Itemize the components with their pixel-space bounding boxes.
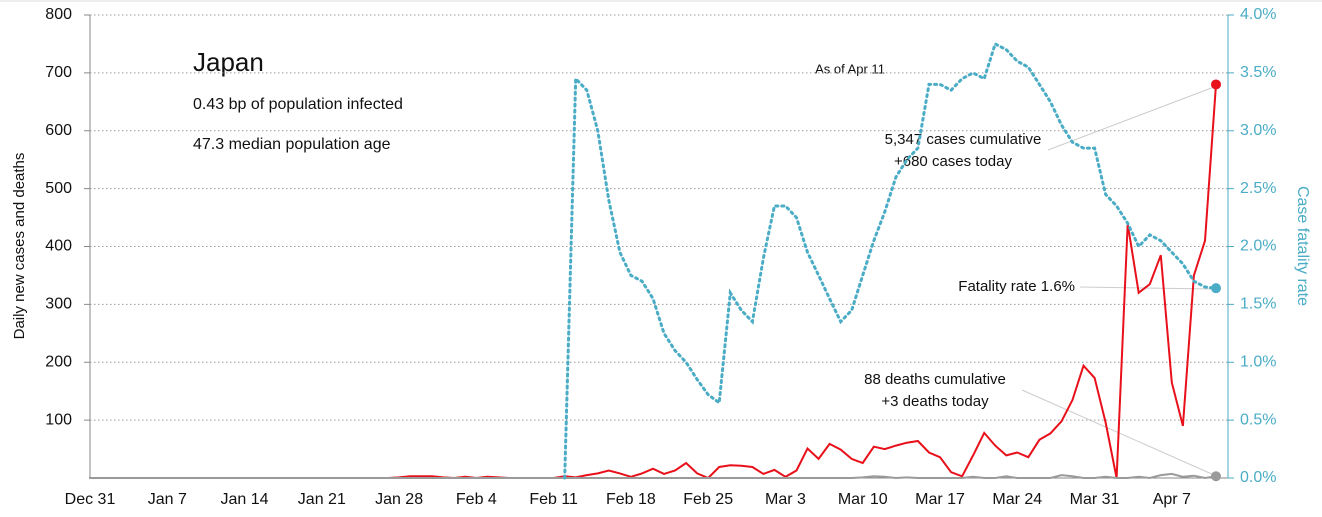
y-axis-label: Daily new cases and deaths	[11, 153, 28, 340]
x-tick-label: Mar 17	[915, 491, 965, 508]
x-tick-label: Jan 14	[221, 491, 269, 508]
x-tick-label: Feb 11	[529, 491, 578, 508]
annotation: 47.3 median population age	[193, 136, 391, 153]
y-tick-label: 400	[45, 238, 72, 255]
annotation: 5,347 cases cumulative	[885, 131, 1042, 148]
y2-tick-label: 2.5%	[1240, 180, 1276, 197]
end-point	[1211, 471, 1221, 482]
y2-tick-label: 1.5%	[1240, 296, 1276, 313]
x-tick-label: Dec 31	[65, 491, 116, 508]
series-line	[563, 41, 1218, 480]
annotation: +3 deaths today	[881, 393, 989, 410]
x-tick-label: Feb 25	[683, 491, 733, 508]
x-tick-label: Feb 18	[606, 491, 656, 508]
annotation: Fatality rate 1.6%	[958, 278, 1075, 295]
y2-tick-label: 3.0%	[1240, 122, 1276, 139]
y2-tick-label: 0.5%	[1240, 411, 1276, 428]
x-tick-label: Mar 24	[992, 491, 1042, 508]
x-tick-label: Jan 21	[298, 491, 346, 508]
end-point	[1211, 79, 1221, 90]
y2-tick-label: 1.0%	[1240, 353, 1276, 370]
y-tick-label: 800	[45, 6, 72, 23]
y2-tick-label: 4.0%	[1240, 6, 1276, 23]
x-tick-label: Apr 7	[1153, 491, 1191, 508]
y-tick-label: 100	[45, 411, 72, 428]
leader-line	[1047, 86, 1215, 151]
leader-line	[1079, 286, 1215, 290]
y-tick-label: 700	[45, 64, 72, 81]
annotation: +680 cases today	[894, 153, 1013, 170]
y2-tick-label: 0.0%	[1240, 469, 1276, 486]
x-tick-label: Mar 31	[1070, 491, 1120, 508]
series-line	[89, 472, 1217, 480]
annotation: 88 deaths cumulative	[864, 371, 1006, 388]
y-tick-label: 600	[45, 122, 72, 139]
annotation: 0.43 bp of population infected	[193, 96, 403, 113]
x-tick-label: Mar 3	[765, 491, 806, 508]
chart-title: Japan	[193, 47, 264, 77]
y-tick-label: 300	[45, 296, 72, 313]
x-tick-label: Feb 4	[456, 491, 497, 508]
y2-axis-label: Case fatality rate	[1294, 186, 1311, 306]
annotation: As of Apr 11	[815, 61, 885, 76]
x-tick-label: Jan 7	[148, 491, 187, 508]
end-point	[1211, 283, 1221, 294]
y-tick-label: 200	[45, 353, 72, 370]
x-tick-label: Jan 28	[375, 491, 423, 508]
x-tick-label: Mar 10	[838, 491, 888, 508]
y2-tick-label: 2.0%	[1240, 238, 1276, 255]
y2-tick-label: 3.5%	[1240, 64, 1276, 81]
y-tick-label: 500	[45, 180, 72, 197]
